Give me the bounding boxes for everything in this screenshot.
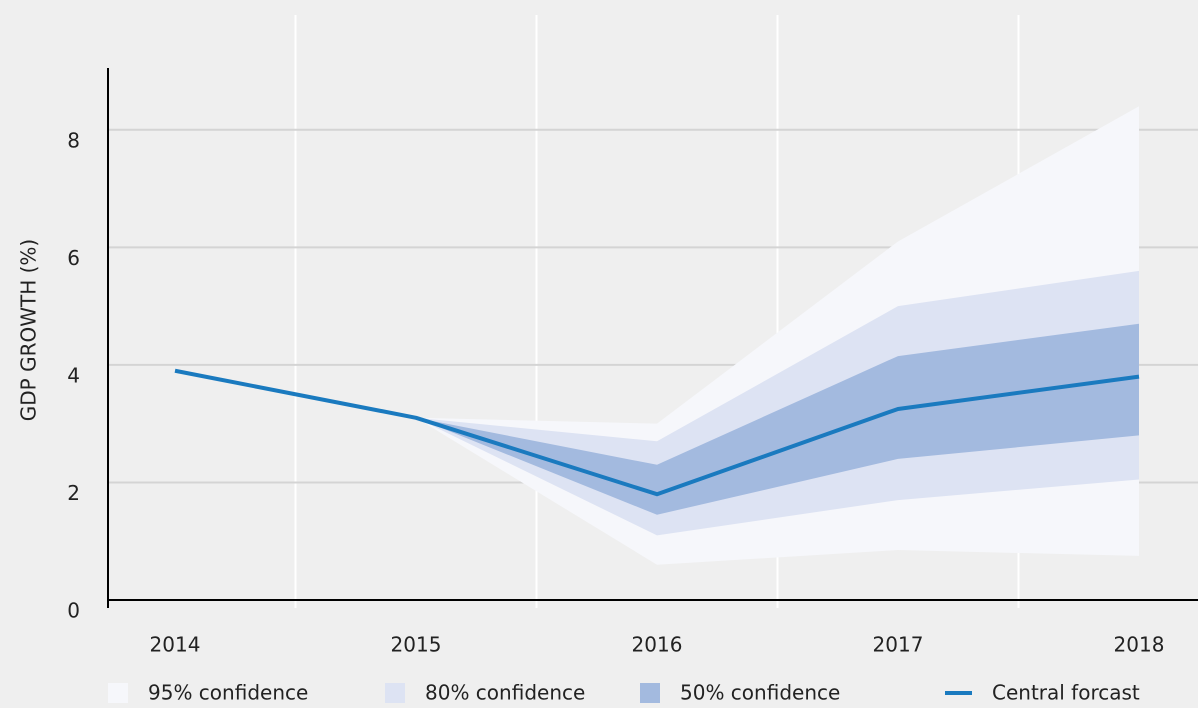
- y-tick-label: 0: [67, 599, 80, 623]
- y-axis-label: GDP GROWTH (%): [17, 239, 41, 421]
- legend-swatch: [385, 683, 405, 703]
- y-tick-label: 6: [67, 246, 80, 270]
- legend-swatch: [108, 683, 128, 703]
- y-tick-label: 8: [67, 128, 80, 152]
- confidence-band: [416, 323, 1139, 515]
- legend-label: 95% confidence: [148, 681, 308, 705]
- x-tick-label: 2014: [150, 633, 201, 657]
- legend-label: 50% confidence: [680, 681, 840, 705]
- y-tick-label: 2: [67, 481, 80, 505]
- x-tick-label: 2016: [632, 633, 683, 657]
- legend-swatch: [640, 683, 660, 703]
- y-tick-label: 4: [67, 363, 80, 387]
- x-tick-label: 2018: [1114, 633, 1165, 657]
- legend-label: 80% confidence: [425, 681, 585, 705]
- x-tick-label: 2017: [873, 633, 924, 657]
- legend-label: Central forcast: [992, 681, 1140, 705]
- x-tick-label: 2015: [391, 633, 442, 657]
- central-line: [174, 368, 1140, 497]
